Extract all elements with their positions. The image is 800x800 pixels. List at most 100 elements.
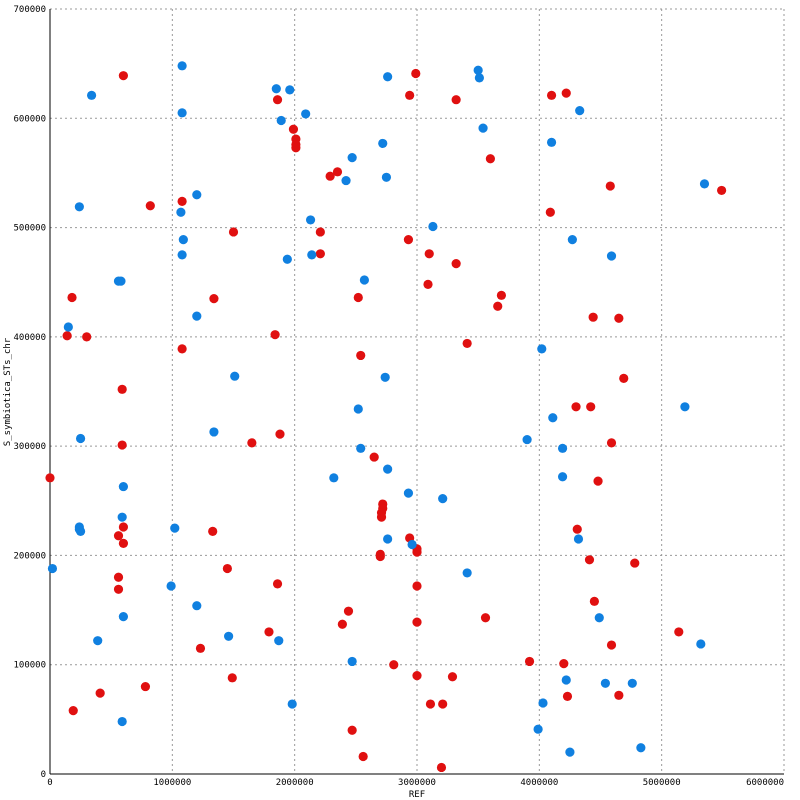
data-point <box>575 106 585 116</box>
x-tick-label: 1000000 <box>153 778 191 788</box>
data-point <box>209 427 219 437</box>
data-point <box>93 636 103 646</box>
data-point <box>178 234 188 245</box>
data-point <box>272 579 283 589</box>
data-point <box>271 84 281 94</box>
data-point <box>594 613 604 623</box>
y-tick-label: 400000 <box>13 333 46 343</box>
data-point <box>584 555 595 565</box>
data-point <box>412 617 422 627</box>
x-tick-label: 5000000 <box>643 778 681 788</box>
data-point <box>287 699 297 709</box>
data-point <box>301 109 311 119</box>
data-point <box>480 613 491 623</box>
data-point <box>485 154 495 164</box>
data-point <box>546 90 557 100</box>
x-tick-label: 3000000 <box>398 778 436 788</box>
axes <box>49 9 784 775</box>
data-point <box>282 254 292 264</box>
data-point <box>177 344 187 354</box>
data-point <box>375 551 385 562</box>
data-point <box>565 747 575 757</box>
data-point <box>383 72 393 82</box>
data-point <box>307 250 317 260</box>
data-point <box>359 275 369 285</box>
y-tick-label: 300000 <box>13 442 46 452</box>
data-point <box>177 196 187 206</box>
data-point <box>145 201 155 211</box>
grid <box>50 8 785 774</box>
data-point <box>208 526 218 536</box>
data-point <box>270 330 280 340</box>
data-point <box>561 675 571 685</box>
data-point <box>424 249 434 259</box>
data-point <box>337 619 347 629</box>
data-point <box>358 751 368 762</box>
data-point <box>117 384 127 394</box>
data-point <box>606 251 617 261</box>
data-point <box>378 138 388 149</box>
y-tick-label: 500000 <box>13 224 46 234</box>
y-tick-label: 0 <box>41 770 46 780</box>
data-point <box>272 95 283 105</box>
data-point <box>113 531 124 541</box>
data-point <box>192 311 202 321</box>
data-point <box>177 250 187 260</box>
data-point <box>285 85 295 95</box>
data-point <box>627 678 637 688</box>
data-point <box>423 279 433 289</box>
data-point <box>353 292 363 303</box>
data-point <box>113 584 124 594</box>
data-point <box>412 547 422 557</box>
x-tick-label: 6000000 <box>746 778 784 788</box>
data-point <box>347 153 357 163</box>
data-point <box>332 167 343 177</box>
data-point <box>403 234 414 245</box>
data-point <box>438 699 448 709</box>
data-point <box>75 526 86 536</box>
data-point <box>224 631 234 641</box>
data-point <box>562 691 573 702</box>
y-axis-title: S_symbiotica_STs_chr <box>3 337 13 446</box>
data-point <box>82 332 92 342</box>
data-point <box>537 344 547 354</box>
data-point <box>95 688 105 698</box>
data-point <box>347 656 357 667</box>
data-point <box>493 301 503 311</box>
data-point <box>533 724 543 734</box>
data-point <box>559 659 569 669</box>
data-point <box>630 558 640 568</box>
data-point <box>291 143 301 153</box>
data-point <box>589 596 599 606</box>
data-point <box>230 371 240 381</box>
data-point <box>636 743 646 753</box>
data-point <box>170 523 180 533</box>
data-point <box>405 90 415 100</box>
data-point <box>140 681 151 692</box>
data-point <box>369 452 379 462</box>
data-point <box>86 90 97 100</box>
data-point <box>381 172 392 182</box>
data-point <box>557 472 568 482</box>
data-point <box>118 71 128 81</box>
data-point <box>68 706 78 716</box>
data-point <box>74 202 84 212</box>
data-point <box>63 322 73 332</box>
data-point <box>588 312 598 322</box>
data-point <box>403 488 414 498</box>
data-point <box>176 207 186 217</box>
data-point <box>619 373 629 383</box>
data-point <box>428 221 438 232</box>
data-point <box>117 716 127 727</box>
data-point <box>545 207 555 217</box>
data-point <box>356 350 366 361</box>
data-point <box>275 429 285 439</box>
data-point <box>411 68 421 79</box>
data-point <box>195 643 206 653</box>
data-point <box>376 512 387 522</box>
data-point <box>474 73 484 83</box>
data-point <box>117 440 127 450</box>
data-point <box>341 175 351 186</box>
data-point <box>473 65 483 75</box>
data-point <box>436 762 447 773</box>
